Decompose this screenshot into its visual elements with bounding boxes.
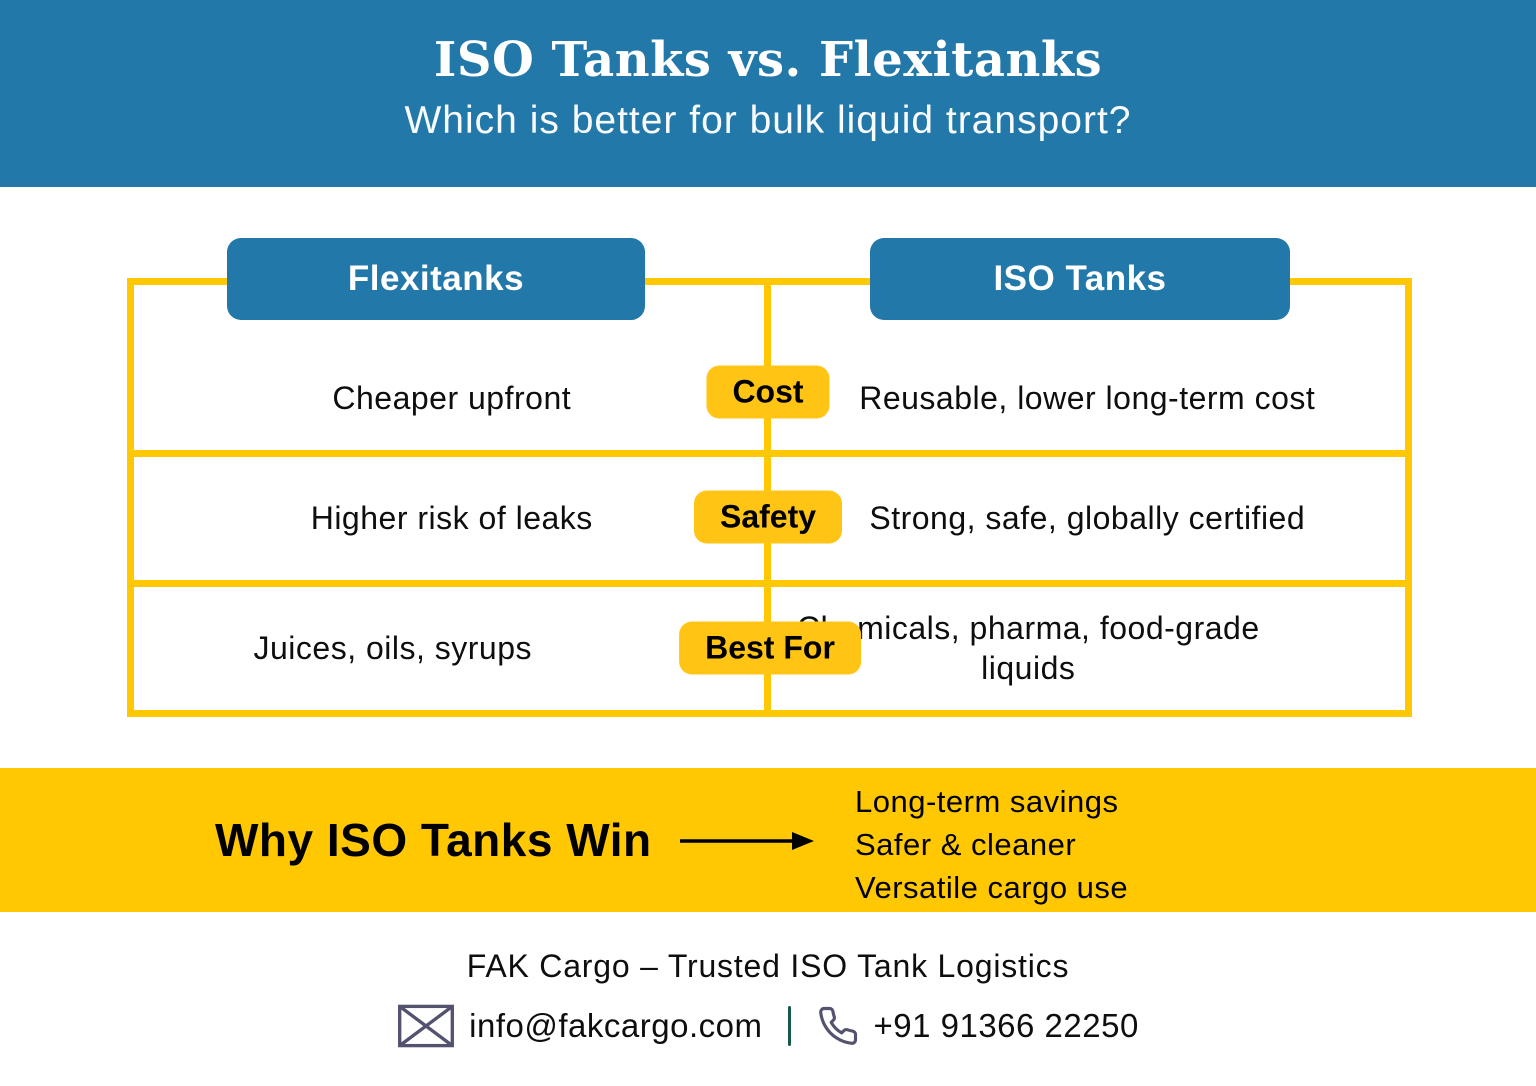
why-point: Safer & cleaner — [855, 827, 1077, 862]
company-tagline: FAK Cargo – Trusted ISO Tank Logistics — [466, 948, 1070, 984]
phone-icon — [819, 1006, 858, 1045]
why-iso-tanks-win-banner: Why ISO Tanks Win Long-term savings Safe… — [0, 768, 1536, 912]
contact-divider — [788, 1006, 792, 1046]
cell-isotanks-best-for: Chemicals, pharma, food-grade liquids — [796, 610, 1260, 686]
cell-flexitanks-safety: Higher risk of leaks — [310, 500, 593, 536]
page-title: ISO Tanks vs. Flexitanks — [433, 32, 1103, 88]
cell-isotanks-cost: Reusable, lower long-term cost — [859, 380, 1316, 416]
why-point: Long-term savings — [855, 784, 1119, 819]
envelope-icon — [398, 1004, 455, 1048]
row-label-best-for: Best For — [679, 621, 861, 675]
right-arrow-icon — [680, 832, 814, 850]
why-point: Versatile cargo use — [855, 870, 1129, 905]
table-row: Higher risk of leaks Strong, safe, globa… — [134, 457, 1405, 580]
email-text: info@fakcargo.com — [469, 1007, 763, 1044]
table-row: Cheaper upfront Reusable, lower long-ter… — [134, 285, 1405, 450]
why-banner-points: Long-term savings Safer & cleaner Versat… — [855, 780, 1128, 909]
cell-isotanks-safety: Strong, safe, globally certified — [869, 500, 1306, 536]
top-banner: ISO Tanks vs. Flexitanks Which is better… — [0, 0, 1536, 187]
why-banner-title: Why ISO Tanks Win — [215, 814, 652, 866]
cell-flexitanks-best-for: Juices, oils, syrups — [253, 630, 533, 666]
row-label-safety: Safety — [693, 490, 843, 544]
column-header-isotanks: ISO Tanks — [870, 238, 1290, 320]
contact-row: info@fakcargo.com +91 91366 22250 — [0, 1000, 1536, 1052]
table-row: Juices, oils, syrups Chemicals, pharma, … — [134, 587, 1405, 710]
column-header-flexitanks: Flexitanks — [227, 238, 645, 320]
cell-flexitanks-cost: Cheaper upfront — [332, 380, 572, 416]
page-subtitle: Which is better for bulk liquid transpor… — [404, 98, 1132, 142]
phone-text: +91 91366 22250 — [873, 1007, 1139, 1044]
row-label-cost: Cost — [706, 365, 830, 419]
